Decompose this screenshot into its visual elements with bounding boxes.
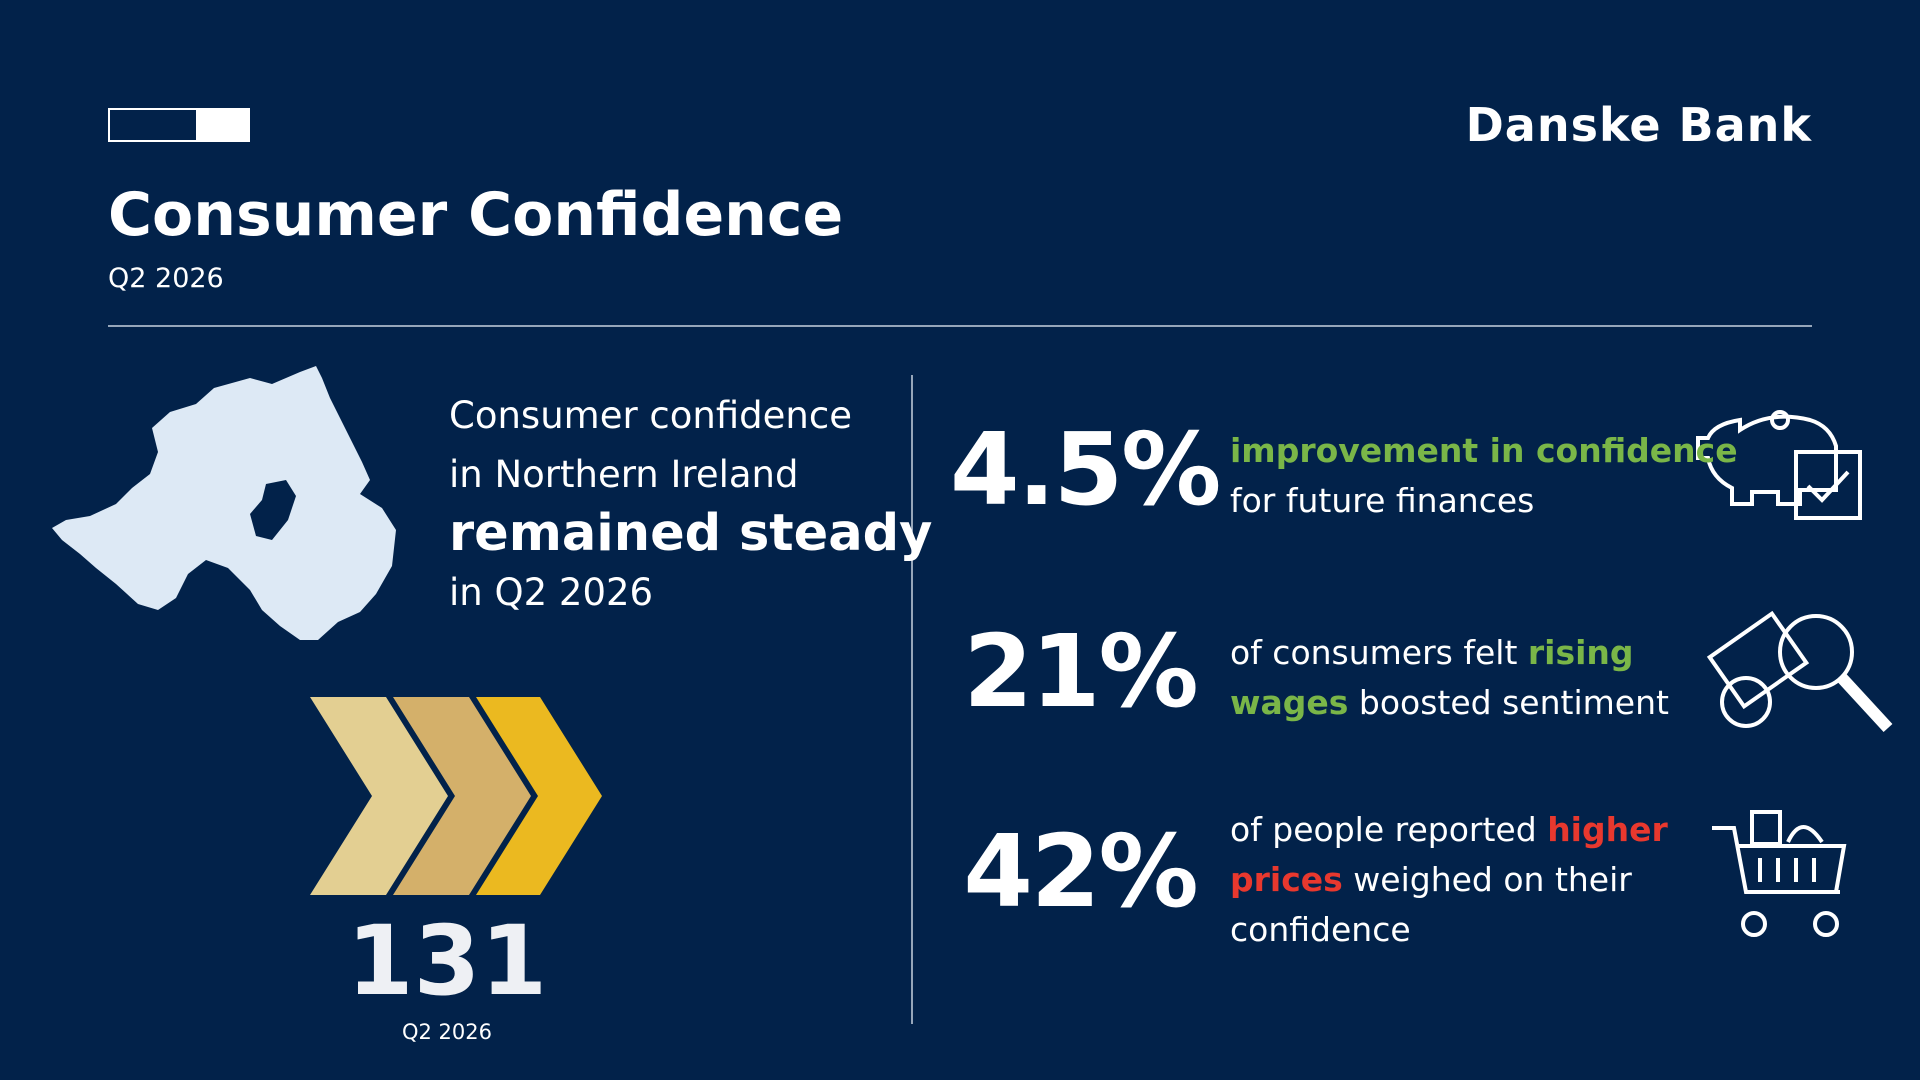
stat-line: of people reported higher [1230,805,1668,855]
text: confidence [1230,910,1411,949]
chevron [393,697,531,895]
text: of people reported [1230,810,1537,849]
highlight: prices [1230,860,1343,899]
stat-value: 4.5% [950,411,1221,528]
stat-text: of consumers felt rising wages boosted se… [1230,628,1669,728]
intro: Consumer confidence in Northern Ireland … [449,386,932,622]
logo: Danske Bank [1465,98,1812,152]
icon-money [1706,610,1893,733]
icon-cart [1712,810,1847,937]
stat-line: confidence [1230,905,1668,955]
highlight: higher [1547,810,1668,849]
stat-line: improvement in confidence [1230,426,1738,476]
intro-line: in Q2 2026 [449,571,654,614]
highlight: improvement in confidence [1230,431,1738,470]
map [52,366,396,640]
icon-piggy [1696,410,1862,520]
text: of consumers felt [1230,633,1518,672]
chevron [310,697,448,895]
stat-text: improvement in confidence for future fina… [1230,426,1738,526]
intro-line: in Northern Ireland [449,453,799,496]
stat-text: of people reported higher prices weighed … [1230,805,1668,955]
text: boosted sentiment [1358,683,1669,722]
stat-value: 21% [963,613,1198,730]
chevron [476,697,602,895]
title: Consumer Confidence [108,180,844,250]
logo-bar-fill [196,109,249,141]
subtitle: Q2 2026 [108,263,224,294]
stat-line: prices weighed on their [1230,855,1668,905]
stat-line: of consumers felt rising [1230,628,1669,678]
stat-value: 42% [963,813,1198,930]
index-value: 131 [346,905,548,1017]
text: for future finances [1230,481,1535,520]
highlight: rising [1527,633,1634,672]
stat-line: for future finances [1230,476,1738,526]
intro-line: Consumer confidence [449,394,852,437]
index-label: Q2 2026 [401,1020,492,1044]
stat-line: wages boosted sentiment [1230,678,1669,728]
map-lake [250,480,296,540]
text: weighed on their [1353,860,1632,899]
intro-highlight: remained steady [449,504,933,563]
highlight: wages [1230,683,1349,722]
